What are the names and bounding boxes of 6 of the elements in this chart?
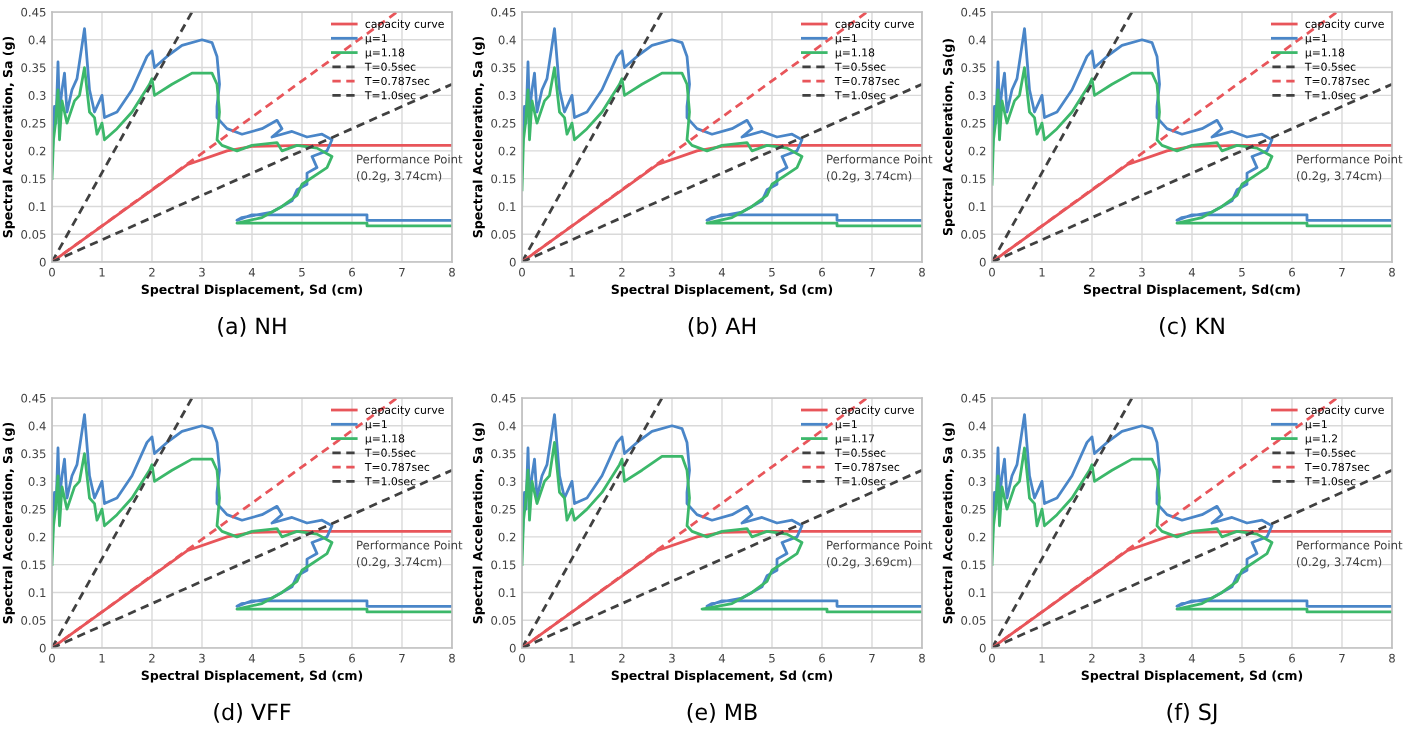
- text: (e) MB: [687, 703, 757, 723]
- text: (b) AH: [688, 317, 756, 337]
- text: (f) SJ: [1167, 703, 1217, 725]
- text: (d) VFF: [214, 703, 291, 723]
- text: (c) KN: [1160, 317, 1224, 337]
- text: (a) NH: [218, 317, 286, 337]
